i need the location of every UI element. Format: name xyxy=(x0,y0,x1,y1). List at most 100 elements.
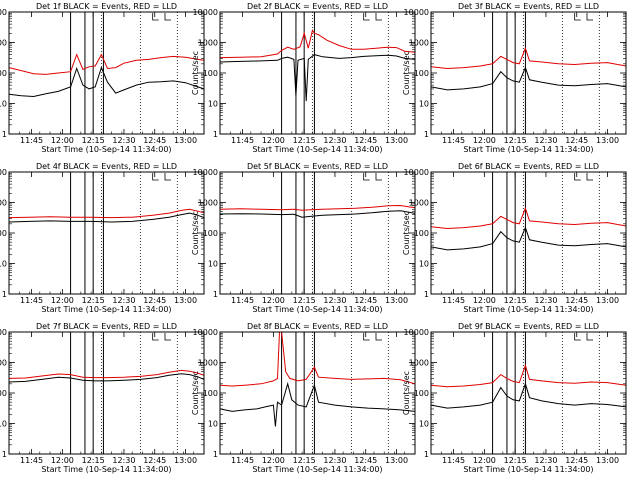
panel-title: Det 7f BLACK = Events, RED = LLD xyxy=(36,322,177,331)
y-tick-label: 100 xyxy=(414,229,429,238)
marker-glyph xyxy=(574,173,581,181)
x-axis-label: Start Time (10-Sep-14 11:34:00) xyxy=(252,305,382,314)
x-tick-label: 12:45 xyxy=(354,136,377,145)
lld-series-line xyxy=(8,208,205,219)
detector-panel: Det 7f BLACK = Events, RED = LLD 1 10 100 10… xyxy=(0,322,205,474)
y-tick-label: 10000 xyxy=(0,8,7,17)
panel-title: Det 8f BLACK = Events, RED = LLD xyxy=(247,322,388,331)
x-axis-label: Start Time (10-Sep-14 11:34:00) xyxy=(41,305,171,314)
y-tick-label: 1 xyxy=(213,290,218,299)
x-tick-label: 12:45 xyxy=(565,296,588,305)
x-tick-label: 11:45 xyxy=(20,456,43,465)
y-tick-label: 10000 xyxy=(193,168,218,177)
plot-frame xyxy=(219,171,416,295)
x-tick-label: 12:30 xyxy=(323,136,346,145)
marker-glyph xyxy=(164,173,171,181)
x-tick-label: 12:45 xyxy=(143,456,166,465)
y-tick-label: 1 xyxy=(2,130,7,139)
plot-frame xyxy=(430,171,627,295)
marker-glyph xyxy=(363,333,370,341)
x-tick-label: 12:00 xyxy=(262,456,285,465)
panel-title: Det 1f BLACK = Events, RED = LLD xyxy=(36,2,177,11)
panel-title: Det 5f BLACK = Events, RED = LLD xyxy=(247,162,388,171)
panel-title: Det 4f BLACK = Events, RED = LLD xyxy=(36,162,177,171)
x-tick-label: 11:45 xyxy=(20,136,43,145)
x-tick-label: 12:30 xyxy=(534,296,557,305)
y-tick-label: 100 xyxy=(414,69,429,78)
x-tick-label: 12:45 xyxy=(354,296,377,305)
marker-glyph xyxy=(574,13,581,21)
plot-frame xyxy=(219,11,416,135)
lld-series-line xyxy=(219,204,416,211)
x-tick-label: 12:00 xyxy=(473,296,496,305)
y-tick-label: 100 xyxy=(0,69,7,78)
x-axis-label: Start Time (10-Sep-14 11:34:00) xyxy=(463,145,593,154)
x-tick-label: 12:00 xyxy=(51,296,74,305)
panel-title: Det 9f BLACK = Events, RED = LLD xyxy=(458,322,599,331)
y-axis-label: Counts/sec xyxy=(402,211,411,255)
x-tick-label: 12:15 xyxy=(293,296,316,305)
panel-title: Det 2f BLACK = Events, RED = LLD xyxy=(247,2,388,11)
x-tick-label: 12:45 xyxy=(354,456,377,465)
y-tick-label: 10 xyxy=(419,100,429,109)
y-tick-label: 1 xyxy=(2,290,7,299)
x-tick-label: 11:45 xyxy=(442,136,465,145)
events-series-line xyxy=(8,212,205,223)
y-tick-label: 1000 xyxy=(198,39,218,48)
y-tick-label: 10000 xyxy=(193,8,218,17)
x-tick-label: 13:00 xyxy=(596,456,619,465)
lld-series-line xyxy=(219,29,416,59)
x-tick-label: 12:45 xyxy=(565,456,588,465)
x-tick-label: 12:30 xyxy=(112,136,135,145)
x-tick-label: 11:45 xyxy=(231,296,254,305)
x-tick-label: 12:00 xyxy=(51,136,74,145)
marker-glyph xyxy=(375,333,382,341)
y-tick-label: 10000 xyxy=(404,328,429,337)
x-tick-label: 13:00 xyxy=(174,136,197,145)
x-tick-label: 12:15 xyxy=(82,136,105,145)
y-tick-label: 10 xyxy=(419,420,429,429)
marker-glyph xyxy=(164,13,171,21)
y-tick-label: 1 xyxy=(213,130,218,139)
x-tick-label: 13:00 xyxy=(385,296,408,305)
x-tick-label: 12:15 xyxy=(82,456,105,465)
lld-series-line xyxy=(430,363,627,388)
plot-frame xyxy=(8,171,205,295)
detector-panel: Det 2f BLACK = Events, RED = LLD 1 10 100 10… xyxy=(191,2,416,154)
y-tick-label: 1 xyxy=(424,290,429,299)
x-tick-label: 12:30 xyxy=(534,136,557,145)
x-axis-label: Start Time (10-Sep-14 11:34:00) xyxy=(463,305,593,314)
y-tick-label: 10 xyxy=(208,260,218,269)
x-tick-label: 12:30 xyxy=(534,456,557,465)
panel-title: Det 3f BLACK = Events, RED = LLD xyxy=(458,2,599,11)
x-tick-label: 12:30 xyxy=(112,296,135,305)
events-series-line xyxy=(8,66,205,98)
y-tick-label: 100 xyxy=(203,229,218,238)
x-tick-label: 12:15 xyxy=(504,136,527,145)
y-tick-label: 10 xyxy=(0,260,7,269)
plot-frame xyxy=(8,331,205,455)
x-tick-label: 11:45 xyxy=(231,456,254,465)
marker-glyph xyxy=(152,333,159,341)
events-series-line xyxy=(219,381,416,427)
y-axis-label: Counts/sec xyxy=(402,371,411,415)
x-tick-label: 12:30 xyxy=(323,456,346,465)
y-tick-label: 1 xyxy=(424,450,429,459)
y-tick-label: 100 xyxy=(0,229,7,238)
x-tick-label: 12:15 xyxy=(504,456,527,465)
lld-series-line xyxy=(219,331,416,387)
marker-glyph xyxy=(152,173,159,181)
y-tick-label: 10 xyxy=(0,100,7,109)
y-tick-label: 10000 xyxy=(404,168,429,177)
y-tick-label: 100 xyxy=(203,389,218,398)
y-tick-label: 1000 xyxy=(198,359,218,368)
x-tick-label: 12:15 xyxy=(82,296,105,305)
marker-glyph xyxy=(574,333,581,341)
x-tick-label: 12:00 xyxy=(473,456,496,465)
x-tick-label: 13:00 xyxy=(385,456,408,465)
lld-series-line xyxy=(430,46,627,70)
marker-glyph xyxy=(586,173,593,181)
events-series-line xyxy=(8,373,205,383)
x-tick-label: 12:45 xyxy=(565,136,588,145)
x-axis-label: Start Time (10-Sep-14 11:34:00) xyxy=(41,145,171,154)
